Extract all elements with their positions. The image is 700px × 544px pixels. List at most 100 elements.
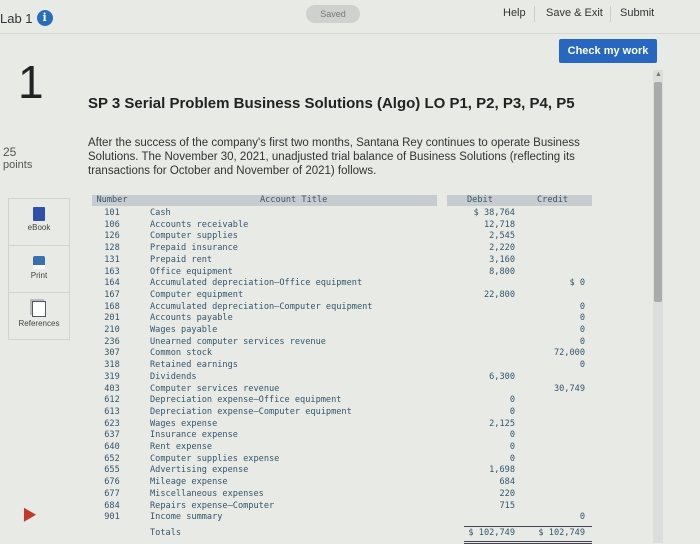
scrollbar-track[interactable] — [653, 70, 663, 543]
table-row: 613 Depreciation expense—Computer equipme… — [92, 407, 592, 419]
help-link[interactable]: Help — [503, 7, 526, 19]
debit-amount: 0 — [509, 406, 515, 417]
question-intro: After the success of the company's first… — [88, 137, 580, 177]
column-header-debit: Debit — [467, 195, 493, 205]
account-title: Computer supplies — [150, 231, 238, 242]
totals-row: Totals $ 102,749 $ 102,749 — [92, 528, 592, 540]
header-divider — [0, 33, 700, 34]
column-header-number: Number — [96, 195, 128, 205]
header-right: Debit Credit — [447, 195, 592, 206]
account-title: Wages expense — [150, 418, 218, 429]
question-title: SP 3 Serial Problem Business Solutions (… — [88, 95, 575, 112]
documents-icon — [32, 301, 46, 317]
account-title: Common stock — [150, 348, 213, 359]
column-header-account-title: Account Title — [260, 195, 328, 205]
account-number: 901 — [104, 512, 120, 523]
account-number: 613 — [104, 406, 120, 417]
debit-amount: 715 — [499, 500, 515, 511]
references-button[interactable]: References — [8, 292, 70, 340]
credit-amount: 0 — [579, 336, 585, 347]
table-row: 676 Mileage expense 684 — [92, 477, 592, 489]
table-row: 163 Office equipment 8,800 — [92, 267, 592, 279]
scrollbar-thumb[interactable] — [654, 82, 662, 302]
account-title: Income summary — [150, 512, 223, 523]
account-title: Office equipment — [150, 266, 233, 277]
save-exit-link[interactable]: Save & Exit — [546, 7, 603, 19]
credit-amount: 72,000 — [553, 348, 585, 359]
account-title: Accounts payable — [150, 313, 233, 324]
account-number: 637 — [104, 430, 120, 441]
total-credit: $ 102,749 — [538, 527, 585, 538]
question-number: 1 — [18, 56, 44, 108]
debit-amount: 220 — [499, 488, 515, 499]
account-title: Mileage expense — [150, 477, 228, 488]
table-row: 167 Computer equipment 22,800 — [92, 290, 592, 302]
print-label: Print — [30, 271, 48, 280]
account-number: 403 — [104, 383, 120, 394]
table-row: 623 Wages expense 2,125 — [92, 419, 592, 431]
credit-amount: 0 — [579, 360, 585, 371]
references-label: References — [18, 319, 60, 328]
table-row: 652 Computer supplies expense 0 — [92, 454, 592, 466]
table-row: 168 Accumulated depreciation—Computer equ… — [92, 302, 592, 314]
account-number: 201 — [104, 313, 120, 324]
table-row: 677 Miscellaneous expenses 220 — [92, 489, 592, 501]
account-title: Accumulated depreciation—Office equipmen… — [150, 278, 363, 289]
table-row: 210 Wages payable 0 — [92, 325, 592, 337]
header-left: Number Account Title — [92, 195, 437, 206]
credit-amount: 0 — [579, 512, 585, 523]
table-row: 164 Accumulated depreciation—Office equip… — [92, 278, 592, 290]
account-number: 319 — [104, 371, 120, 382]
totals-double-rule — [464, 540, 592, 542]
debit-amount: 2,220 — [489, 243, 515, 254]
account-title: Wages payable — [150, 325, 218, 335]
table-row: 128 Prepaid insurance 2,220 — [92, 243, 592, 255]
debit-amount: 0 — [509, 453, 515, 464]
account-number: 677 — [104, 488, 120, 499]
account-number: 131 — [104, 254, 120, 265]
account-number: 101 — [104, 208, 120, 218]
table-row: 637 Insurance expense 0 — [92, 430, 592, 442]
debit-amount: 12,718 — [483, 219, 515, 230]
account-number: 307 — [104, 348, 120, 359]
account-title: Computer services revenue — [150, 383, 280, 394]
account-title: Computer equipment — [150, 289, 244, 300]
table-row: 101 Cash $ 38,764 — [92, 208, 592, 220]
account-title: Computer supplies expense — [150, 453, 280, 464]
divider — [610, 6, 611, 22]
account-title: Depreciation expense—Office equipment — [150, 395, 342, 406]
account-number: 652 — [104, 453, 120, 464]
info-icon[interactable]: i — [36, 10, 53, 26]
table-row: 131 Prepaid rent 3,160 — [92, 255, 592, 267]
check-my-work-button[interactable]: Check my work — [559, 39, 657, 63]
account-title: Prepaid insurance — [150, 243, 238, 254]
account-title: Accounts receivable — [150, 219, 249, 230]
table-row: 684 Repairs expense—Computer 715 — [92, 501, 592, 513]
ebook-label: eBook — [27, 223, 51, 232]
divider — [534, 6, 535, 22]
table-row: 612 Depreciation expense—Office equipment… — [92, 395, 592, 407]
credit-amount: 0 — [579, 325, 585, 335]
debit-amount: 0 — [509, 442, 515, 452]
submit-link[interactable]: Submit — [620, 7, 655, 19]
debit-amount: 2,545 — [489, 231, 515, 242]
debit-amount: 2,125 — [489, 418, 515, 429]
account-title: Prepaid rent — [150, 254, 213, 265]
question-points: 25 points — [3, 146, 32, 172]
debit-amount: 8,800 — [489, 266, 515, 277]
account-title: Insurance expense — [150, 430, 238, 441]
account-number: 168 — [104, 301, 120, 312]
table-row: 640 Rent expense 0 — [92, 442, 592, 454]
scroll-up-arrow-icon[interactable]: ▲ — [655, 71, 662, 78]
debit-amount: 6,300 — [489, 371, 515, 382]
account-number: 210 — [104, 325, 120, 335]
account-number: 612 — [104, 395, 120, 406]
ebook-button[interactable]: eBook — [8, 198, 70, 246]
saved-status-badge: Saved — [306, 5, 360, 23]
account-title: Depreciation expense—Computer equipment — [150, 406, 352, 417]
account-title: Miscellaneous expenses — [150, 488, 264, 499]
table-row: 318 Retained earnings 0 — [92, 360, 592, 372]
account-number: 126 — [104, 231, 120, 242]
account-title: Rent expense — [150, 442, 213, 452]
print-button[interactable]: Print — [8, 245, 70, 293]
